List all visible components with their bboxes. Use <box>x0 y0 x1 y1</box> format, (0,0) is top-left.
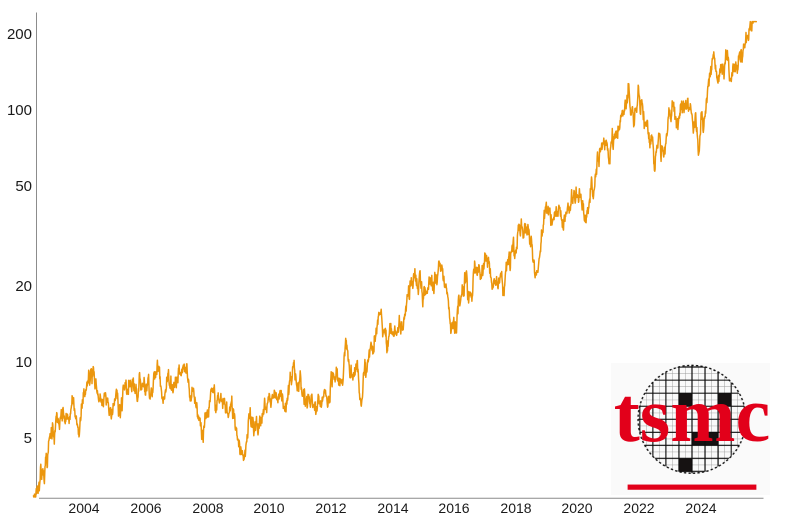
svg-text:tsmc: tsmc <box>614 371 771 458</box>
